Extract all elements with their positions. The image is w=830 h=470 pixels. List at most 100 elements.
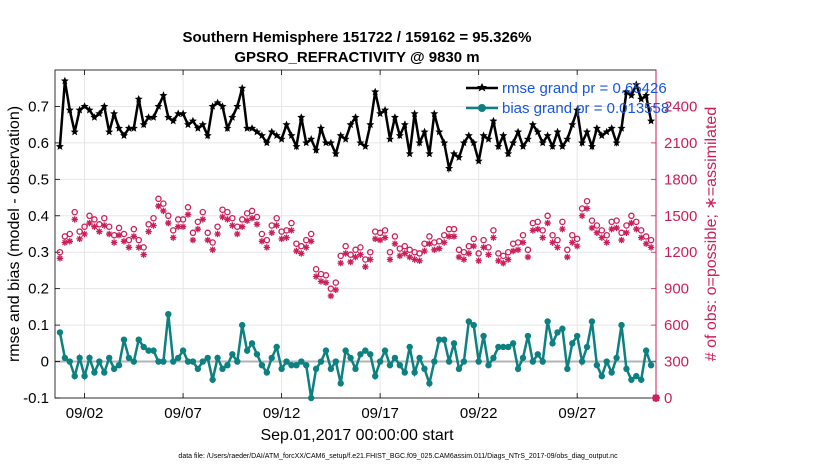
bias-point [603,358,610,365]
assimilated-obs-marker [170,234,177,241]
bias-point [485,362,492,369]
assimilated-obs-marker [396,252,404,260]
rmse-point [198,120,207,129]
bias-point [66,358,73,365]
bias-point [337,380,344,387]
rmse-point [435,127,444,136]
x-tick-label: 09/12 [263,405,301,422]
bias-point [549,340,556,347]
bias-point [253,351,261,358]
rmse-point [331,149,340,158]
assimilated-obs-marker [603,239,610,246]
y-tick-label-left: 0.6 [28,135,49,152]
possible-obs-marker [386,248,394,256]
assimilated-obs-marker [426,240,433,247]
rmse-point [533,127,542,136]
rmse-point [469,138,478,147]
assimilated-obs-marker [376,236,384,244]
possible-obs-marker [179,216,187,223]
rmse-point [60,76,69,85]
assimilated-obs-marker [184,211,192,218]
assimilated-obs-marker [583,205,591,212]
rmse-point [376,109,385,118]
rmse-point [85,105,94,114]
assimilated-obs-marker [416,257,423,264]
bias-point [642,347,650,354]
possible-obs-marker [91,216,98,223]
y-tick-label-left: 0.3 [28,244,49,261]
y-tick-label-left: 0 [41,354,49,371]
bias-point [431,358,438,365]
assimilated-obs-marker [165,219,172,227]
rmse-point [474,156,483,165]
bias-point [303,362,310,369]
possible-obs-marker [367,248,374,256]
bias-point [71,372,78,380]
assimilated-obs-marker [455,253,463,261]
assimilated-obs-marker [327,292,335,300]
y-tick-label-left: -0.1 [23,390,49,407]
rmse-point [312,146,321,154]
bias-point [519,354,527,362]
rmse-point [351,113,360,121]
rmse-point [124,124,133,132]
assimilated-obs-marker [199,216,206,223]
assimilated-obs-marker [421,247,428,255]
bias-point [450,340,458,347]
bias-point [110,365,118,373]
rmse-point [321,138,330,147]
rmse-point [267,127,276,136]
rmse-point [238,84,247,92]
assimilated-obs-marker [569,239,576,246]
possible-obs-marker [637,227,645,234]
assimilated-obs-marker [120,238,128,245]
bias-point [56,329,64,336]
rmse-point [523,135,532,143]
bias-point [564,365,571,373]
bias-point [81,372,88,380]
assimilated-obs-marker [495,257,502,264]
assimilated-obs-marker [229,222,236,229]
rmse-point [159,91,168,99]
bias-point [278,365,285,373]
assimilated-obs-marker [101,222,108,229]
rmse-point [612,138,621,147]
rmse-point [149,113,158,121]
rmse-point [617,124,626,132]
y-tick-label-right: 1200 [664,244,697,261]
possible-obs-marker [647,236,655,244]
rmse-point [233,102,242,110]
possible-obs-marker [569,231,576,239]
y-tick-label-right: 900 [664,281,689,298]
assimilated-obs-marker [357,251,364,258]
x-tick-label: 09/22 [460,405,498,422]
rmse-point [538,138,547,147]
bias-point [96,358,103,365]
rmse-point [568,120,577,129]
bias-point [352,365,359,373]
rmse-point [110,109,119,118]
assimilated-obs-marker [573,242,581,250]
rmse-point [553,127,562,136]
assimilated-obs-marker [293,247,300,255]
rmse-point [410,109,419,118]
assimilated-obs-marker [445,233,453,240]
rmse-point [504,149,513,158]
legend-rmse-marker [477,83,487,92]
assimilated-obs-marker [135,244,142,251]
bias-point [524,332,532,340]
possible-obs-marker [342,242,349,250]
legend-bias-label: bias grand pr = 0.013558 [502,100,669,117]
bias-point [539,358,546,365]
possible-obs-marker [495,250,502,257]
x-tick-label: 09/07 [164,405,202,422]
rmse-point [253,127,261,136]
bias-point [509,340,517,347]
possible-obs-marker [480,236,487,244]
assimilated-obs-marker [509,247,517,255]
possible-obs-marker [101,214,108,222]
possible-obs-marker [312,265,320,273]
assimilated-obs-marker [273,222,280,229]
possible-obs-marker [293,240,300,247]
y-tick-label-right: 1500 [664,208,697,225]
